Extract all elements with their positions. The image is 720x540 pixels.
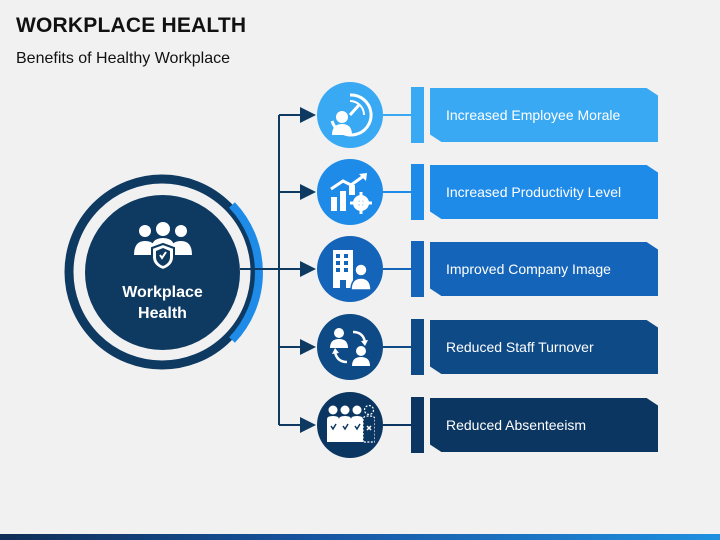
bottom-gradient-bar xyxy=(0,534,720,540)
benefit-box-productivity: Increased Productivity Level xyxy=(430,165,658,219)
benefit-box-turnover: Reduced Staff Turnover xyxy=(430,320,658,374)
building-person-icon xyxy=(317,236,383,302)
benefit-label: Increased Employee Morale xyxy=(446,107,621,123)
accent-bar xyxy=(411,397,424,453)
people-exchange-icon xyxy=(317,314,383,380)
benefit-box-morale: Increased Employee Morale xyxy=(430,88,658,142)
benefit-label: Reduced Absenteeism xyxy=(446,417,587,433)
benefit-box-absenteeism: Reduced Absenteeism xyxy=(430,398,658,452)
accent-bar xyxy=(411,164,424,220)
team-one-absent-icon xyxy=(317,392,383,458)
page-title: WORKPLACE HEALTH xyxy=(16,14,247,37)
accent-bar xyxy=(411,241,424,297)
accent-bar xyxy=(411,87,424,143)
hub-accent-arc xyxy=(229,202,263,343)
hub-label: Workplace Health xyxy=(122,284,203,322)
benefit-label: Increased Productivity Level xyxy=(446,184,622,200)
hub-circle: Workplace Health xyxy=(85,195,240,350)
growth-chart-gear-icon xyxy=(317,159,383,225)
speedometer-person-icon xyxy=(317,82,383,148)
accent-bar xyxy=(411,319,424,375)
page-subtitle: Benefits of Healthy Workplace xyxy=(16,50,231,67)
people-shield-icon xyxy=(131,221,195,276)
benefit-label: Improved Company Image xyxy=(446,261,611,277)
benefit-box-image: Improved Company Image xyxy=(430,242,658,296)
benefit-label: Reduced Staff Turnover xyxy=(446,339,594,355)
